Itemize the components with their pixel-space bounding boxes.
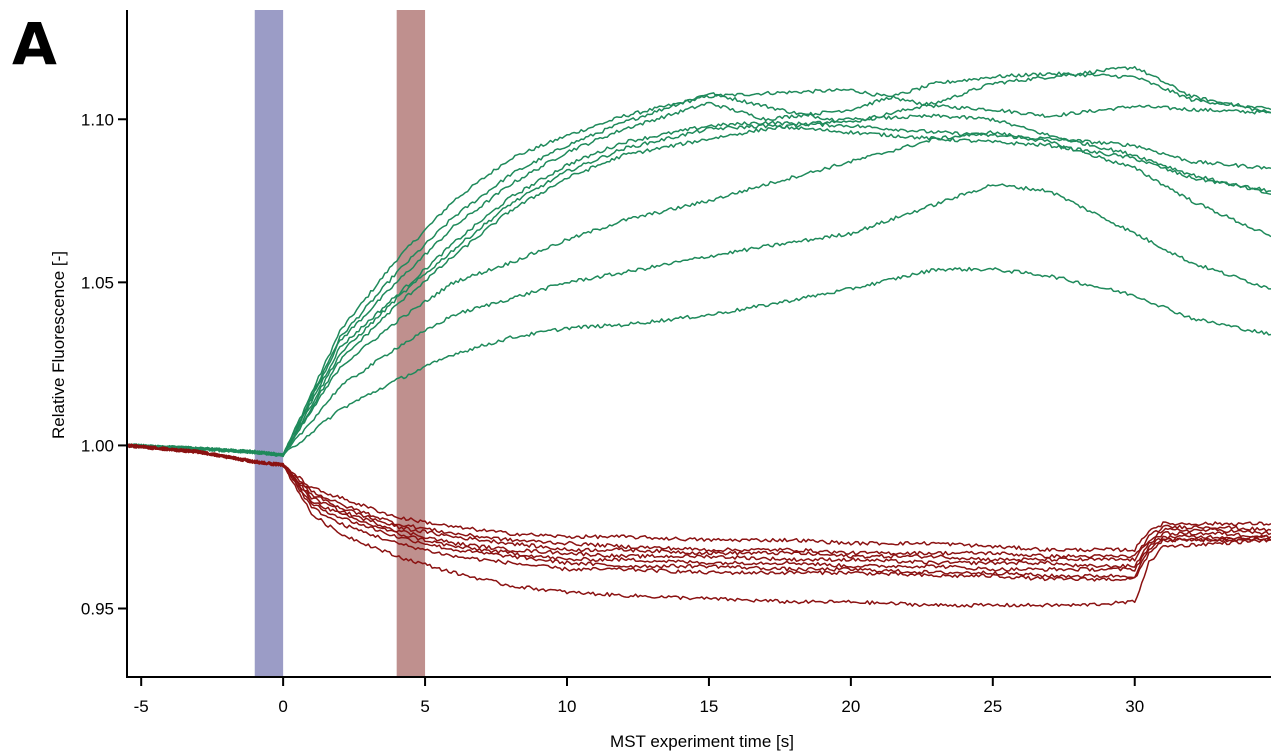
axes <box>126 10 1271 678</box>
x-tick-label-4: 10 <box>558 697 577 716</box>
x-axis-title: MST experiment time [s] <box>610 732 794 751</box>
x-tick-label-8: 30 <box>1125 697 1144 716</box>
series-group <box>126 65 1271 608</box>
series-line-9 <box>126 266 1271 457</box>
x-tick-label-2: 0 <box>278 697 287 716</box>
x-tick-label-1: -5 <box>134 697 149 716</box>
panel-label: A <box>12 10 57 78</box>
series-line-13 <box>126 443 1271 569</box>
series-line-4 <box>126 120 1271 458</box>
series-line-16 <box>126 443 1271 582</box>
series-line-6 <box>126 113 1271 456</box>
shaded-region-2 <box>396 10 426 677</box>
series-line-3 <box>126 71 1271 458</box>
shaded-region-1 <box>254 10 284 677</box>
series-line-2 <box>126 65 1271 457</box>
y-tick-label-3: 1.05 <box>81 273 114 292</box>
x-tick-label-6: 20 <box>841 697 860 716</box>
y-tick-label-1: 0.95 <box>81 600 114 619</box>
series-line-1 <box>126 88 1271 457</box>
y-axis-title: Relative Fluorescence [-] <box>49 251 68 439</box>
series-line-11 <box>126 443 1271 559</box>
series-line-17 <box>126 443 1271 608</box>
series-line-5 <box>126 123 1271 457</box>
shaded-regions <box>254 10 426 677</box>
series-line-12 <box>126 443 1271 562</box>
x-tick-label-3: 5 <box>420 697 429 716</box>
y-tick-label-4: 1.10 <box>81 110 114 129</box>
series-line-14 <box>126 443 1271 572</box>
series-line-15 <box>126 443 1271 579</box>
x-tick-label-7: 25 <box>983 697 1002 716</box>
ticks: -5 0 5 10 15 20 25 30 0.95 1.00 1.05 1.10 <box>81 110 1144 716</box>
series-line-7 <box>126 130 1271 457</box>
series-line-8 <box>126 183 1271 457</box>
series-line-10 <box>126 443 1271 553</box>
x-tick-label-5: 15 <box>699 697 718 716</box>
y-tick-label-2: 1.00 <box>81 436 114 455</box>
